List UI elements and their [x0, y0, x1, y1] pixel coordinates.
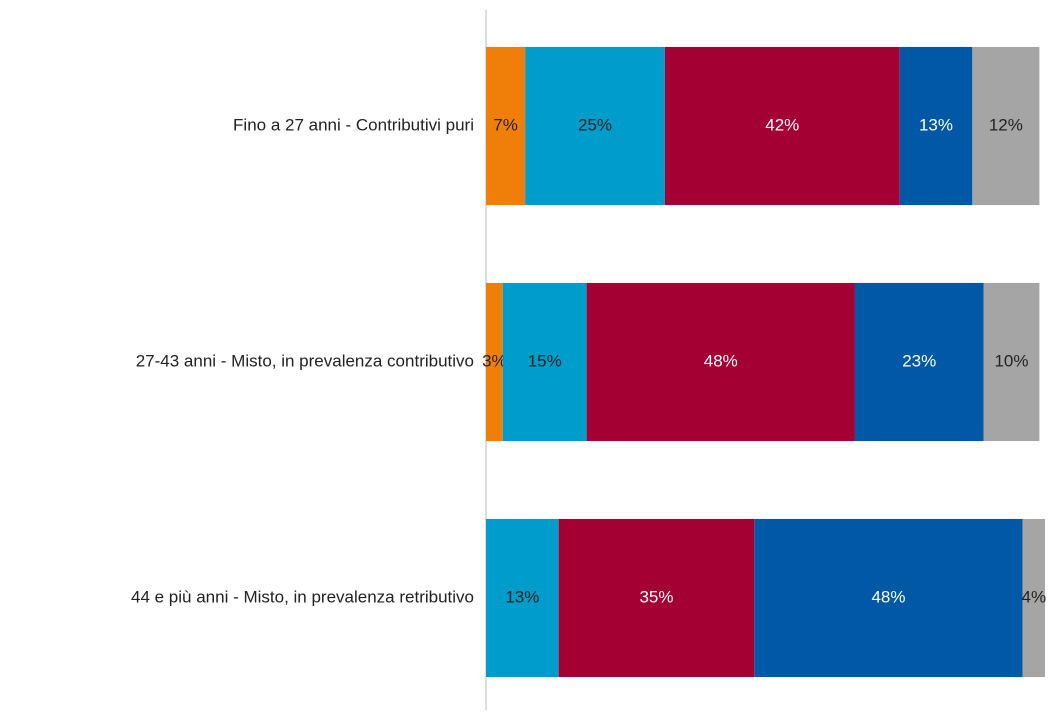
bar-segment — [983, 282, 1040, 442]
bar-segment — [854, 282, 984, 442]
category-label: Fino a 27 anni - Contributivi puri — [233, 115, 474, 134]
bar-segment — [486, 46, 526, 206]
bar-segment — [1022, 518, 1045, 678]
data-label: 48% — [704, 351, 738, 370]
category-label: 44 e più anni - Misto, in prevalenza ret… — [131, 587, 474, 606]
category-label: 27-43 anni - Misto, in prevalenza contri… — [136, 351, 474, 370]
data-label: 15% — [528, 351, 562, 370]
bar-segment — [486, 282, 503, 442]
data-label: 23% — [902, 351, 936, 370]
data-label: 25% — [578, 115, 612, 134]
data-label: 12% — [989, 115, 1023, 134]
bar-segment — [899, 46, 973, 206]
bar-segment — [664, 46, 900, 206]
data-label: 42% — [765, 115, 799, 134]
data-label: 13% — [919, 115, 953, 134]
bar-segment — [502, 282, 587, 442]
bar-segment — [525, 46, 665, 206]
bar-segment — [586, 282, 855, 442]
data-label: 4% — [1022, 587, 1047, 606]
data-label: 3% — [482, 351, 507, 370]
data-label: 10% — [994, 351, 1028, 370]
data-label: 48% — [871, 587, 905, 606]
data-label: 13% — [505, 587, 539, 606]
data-label: 35% — [639, 587, 673, 606]
bar-segment — [558, 518, 755, 678]
bar-segment — [754, 518, 1023, 678]
bar-segment — [972, 46, 1040, 206]
data-label: 7% — [493, 115, 518, 134]
bar-segment — [486, 518, 559, 678]
